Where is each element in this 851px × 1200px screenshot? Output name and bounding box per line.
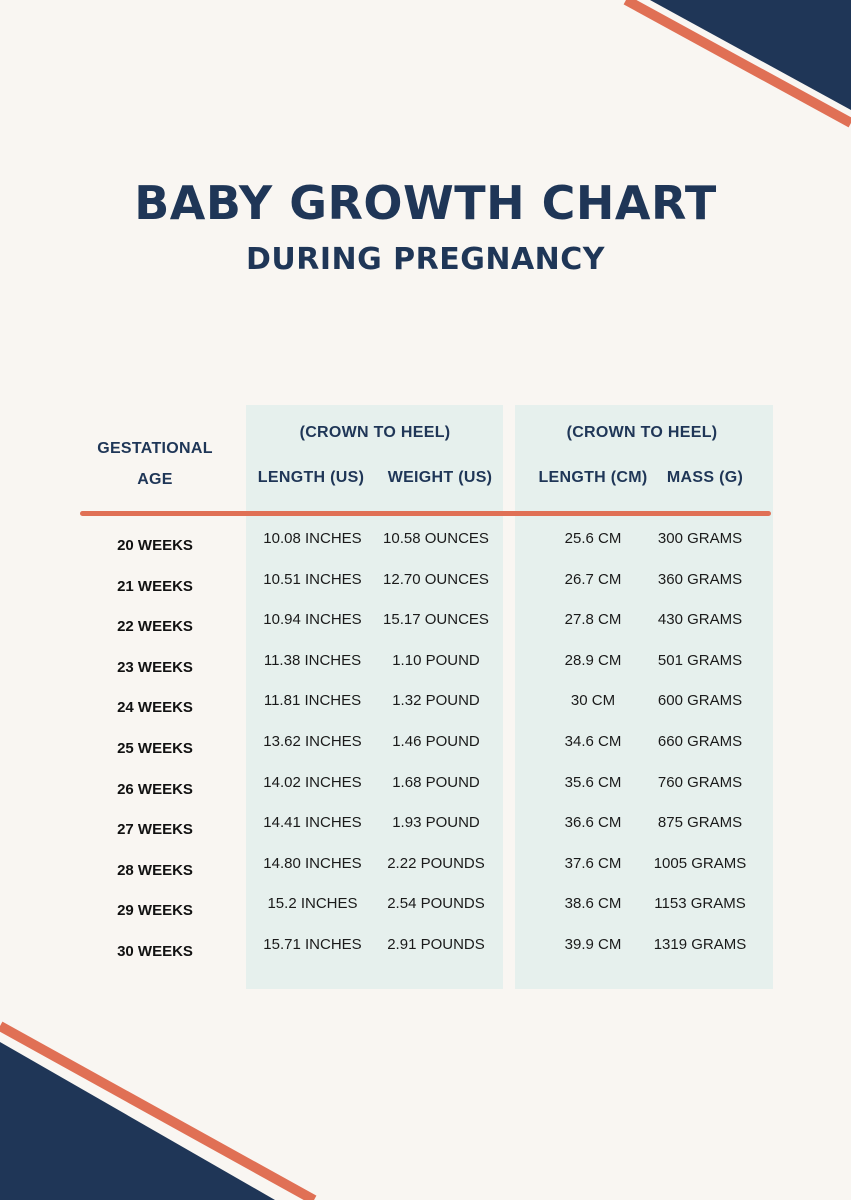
row-length-cm: 37.6 CM	[564, 854, 622, 872]
row-age: 20 WEEKS	[117, 537, 193, 554]
row-mass-g: 875 GRAMS	[657, 814, 743, 832]
row-length-us: 13.62 INCHES	[263, 733, 362, 750]
row-age: 28 WEEKS	[117, 861, 193, 879]
row-weight-us: 1.93 POUND	[392, 814, 480, 832]
row-weight-us: 1.46 POUND	[392, 733, 480, 750]
row-length-us: 10.94 INCHES	[263, 611, 362, 629]
row-mass-g: 660 GRAMS	[657, 733, 743, 750]
row-length-cm: 26.7 CM	[564, 570, 622, 588]
row-mass-g: 300 GRAMS	[657, 530, 743, 547]
row-age: 24 WEEKS	[117, 699, 193, 717]
column-header-mass-g: MASS (G)	[666, 469, 744, 486]
row-length-cm: 25.6 CM	[564, 530, 622, 547]
row-length-cm: 28.9 CM	[564, 651, 622, 669]
row-weight-us: 2.22 POUNDS	[387, 854, 485, 872]
row-length-us: 15.71 INCHES	[263, 936, 362, 953]
bottom-left-coral-stripe	[0, 1021, 317, 1200]
row-age: 26 WEEKS	[117, 780, 193, 798]
row-length-cm: 36.6 CM	[564, 814, 622, 832]
row-mass-g: 501 GRAMS	[657, 651, 743, 669]
gestational-age-header-line2: AGE	[137, 471, 173, 488]
row-weight-us: 1.32 POUND	[392, 692, 480, 710]
row-weight-us: 1.10 POUND	[392, 651, 480, 669]
row-mass-g: 360 GRAMS	[657, 570, 743, 588]
row-length-us: 11.38 INCHES	[263, 651, 362, 669]
row-weight-us: 1.68 POUND	[392, 773, 480, 791]
row-length-cm: 34.6 CM	[564, 733, 622, 750]
row-length-us: 15.2 INCHES	[267, 895, 358, 913]
row-weight-us: 2.91 POUNDS	[387, 936, 485, 953]
row-mass-g: 1319 GRAMS	[653, 936, 747, 953]
row-mass-g: 430 GRAMS	[657, 611, 743, 629]
row-length-us: 14.80 INCHES	[263, 854, 362, 872]
row-length-us: 14.02 INCHES	[263, 773, 362, 791]
row-age: 21 WEEKS	[117, 577, 193, 595]
top-right-coral-stripe	[623, 0, 851, 128]
us-group-label: (CROWN TO HEEL)	[299, 424, 451, 441]
page-subtitle: DURING PREGNANCY	[245, 242, 606, 277]
row-length-cm: 38.6 CM	[564, 895, 622, 913]
row-length-us: 11.81 INCHES	[263, 692, 362, 710]
header-divider	[80, 511, 771, 516]
column-header-length-us: LENGTH (US)	[257, 469, 365, 486]
row-age: 23 WEEKS	[117, 658, 193, 676]
row-mass-g: 1153 GRAMS	[654, 895, 746, 913]
row-length-us: 10.51 INCHES	[263, 570, 362, 588]
row-age: 27 WEEKS	[117, 821, 193, 839]
row-age: 30 WEEKS	[117, 943, 193, 960]
row-length-cm: 30 CM	[570, 692, 616, 710]
row-length-cm: 27.8 CM	[564, 611, 622, 629]
row-weight-us: 12.70 OUNCES	[383, 570, 489, 588]
top-right-navy-triangle	[650, 0, 851, 110]
row-length-us: 10.08 INCHES	[263, 530, 362, 547]
gestational-age-header: GESTATIONAL AGE	[90, 433, 220, 495]
row-weight-us: 2.54 POUNDS	[387, 895, 485, 913]
page-title: BABY GROWTH CHART	[134, 176, 717, 230]
row-weight-us: 10.58 OUNCES	[383, 530, 489, 547]
bottom-left-navy-triangle	[0, 1042, 275, 1200]
row-mass-g: 600 GRAMS	[657, 692, 743, 710]
row-mass-g: 1005 GRAMS	[653, 854, 747, 872]
row-length-cm: 35.6 CM	[564, 773, 622, 791]
row-age: 22 WEEKS	[117, 618, 193, 636]
metric-group-label: (CROWN TO HEEL)	[566, 424, 718, 441]
metric-units-panel	[515, 405, 773, 989]
row-length-cm: 39.9 CM	[564, 936, 622, 953]
column-header-weight-us: WEIGHT (US)	[387, 469, 493, 486]
row-age: 25 WEEKS	[117, 740, 193, 757]
row-weight-us: 15.17 OUNCES	[383, 611, 489, 629]
row-length-us: 14.41 INCHES	[263, 814, 362, 832]
gestational-age-header-line1: GESTATIONAL	[97, 440, 213, 457]
us-units-panel	[246, 405, 503, 989]
row-age: 29 WEEKS	[117, 902, 193, 920]
row-mass-g: 760 GRAMS	[657, 773, 743, 791]
column-header-length-cm: LENGTH (CM)	[538, 469, 648, 486]
